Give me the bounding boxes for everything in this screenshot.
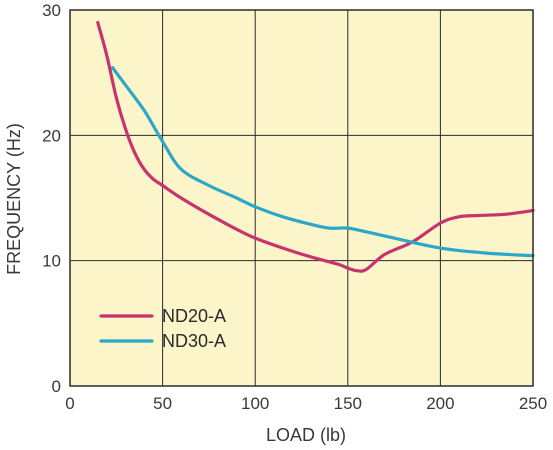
y-tick-label: 0 xyxy=(52,377,61,396)
y-tick-labels: 0 10 20 30 xyxy=(42,1,61,396)
series-line-nd20-a xyxy=(96,20,535,273)
legend-label: ND20-A xyxy=(162,306,226,326)
x-tick-label: 100 xyxy=(241,394,269,413)
plot-background xyxy=(70,10,533,386)
grid xyxy=(70,10,533,386)
legend-label: ND30-A xyxy=(162,331,226,351)
y-tick-label: 10 xyxy=(42,252,61,271)
plot-frame xyxy=(69,9,534,387)
x-tick-label: 250 xyxy=(519,394,547,413)
y-axis-title: FREQUENCY (Hz) xyxy=(4,123,24,275)
x-tick-labels: 0 50 100 150 200 250 xyxy=(65,394,547,413)
x-tick-label: 150 xyxy=(334,394,362,413)
y-tick-label: 20 xyxy=(42,126,61,145)
x-axis-title: LOAD (lb) xyxy=(266,425,346,445)
series-lines xyxy=(96,20,535,273)
x-tick-label: 0 xyxy=(65,394,74,413)
x-tick-label: 200 xyxy=(426,394,454,413)
x-tick-label: 50 xyxy=(153,394,172,413)
series-line-nd30-a xyxy=(111,66,535,258)
legend: ND20-A ND30-A xyxy=(99,306,226,351)
y-tick-label: 30 xyxy=(42,1,61,20)
